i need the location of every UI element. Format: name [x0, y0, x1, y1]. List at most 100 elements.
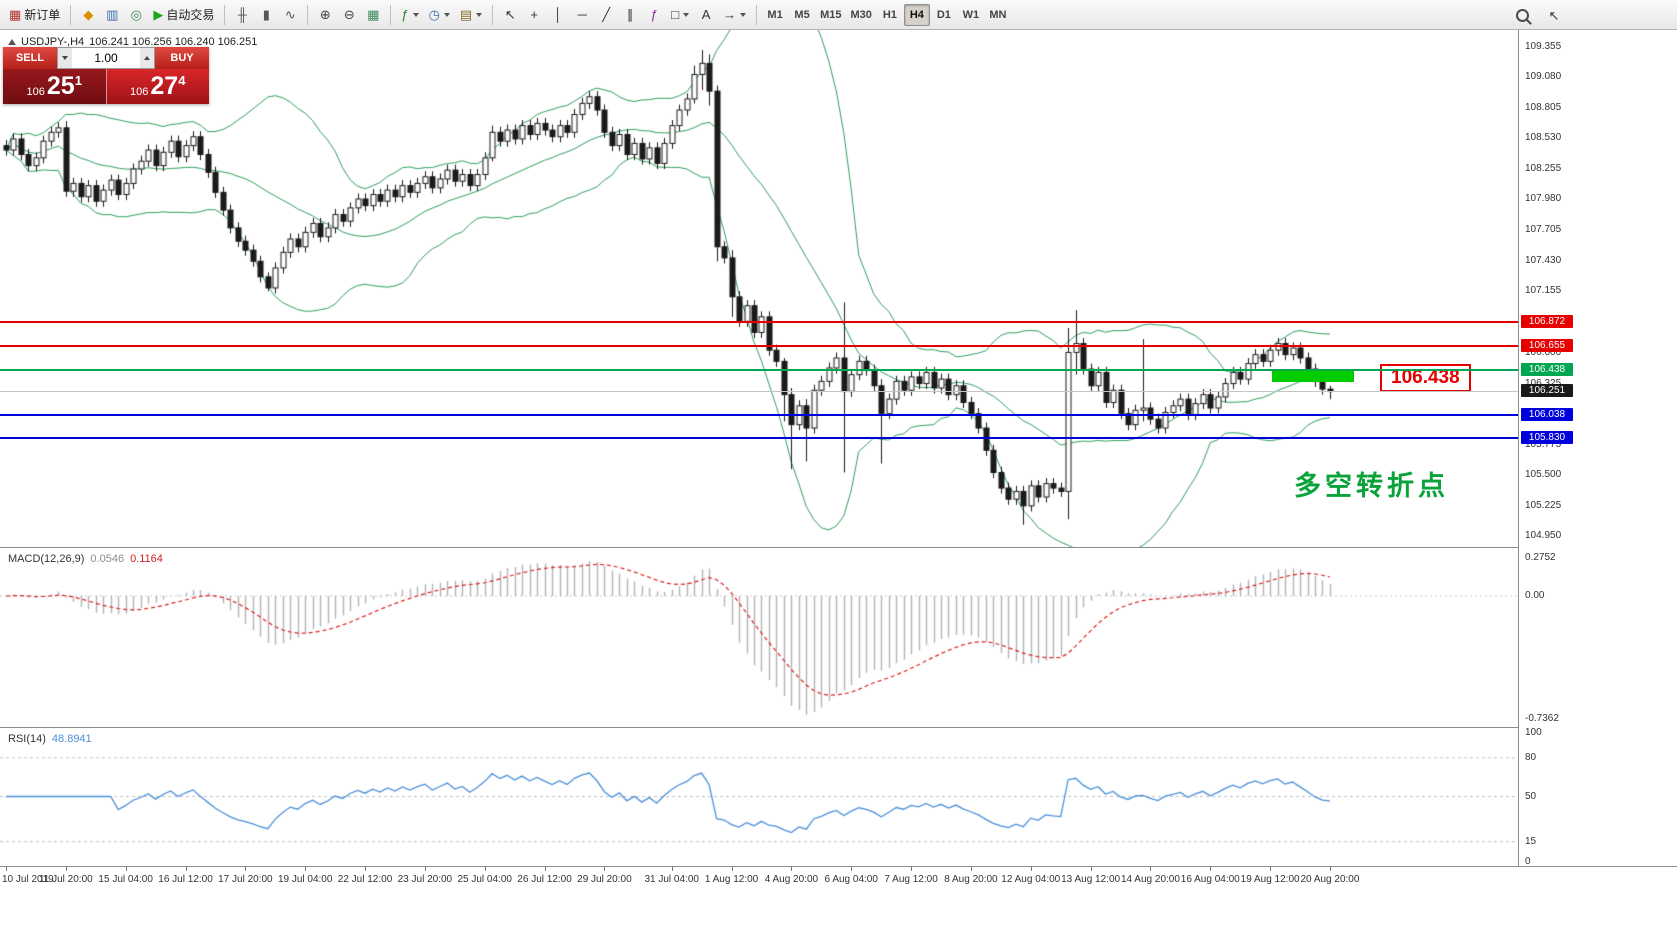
- volume-decrease-button[interactable]: [58, 48, 72, 68]
- timeframe-m5-button[interactable]: M5: [789, 4, 815, 26]
- strategy-tester-button[interactable]: ◎: [124, 3, 148, 27]
- timeframe-h1-button[interactable]: H1: [877, 4, 903, 26]
- price-callout-106438[interactable]: 106.438: [1380, 364, 1471, 392]
- pointer-button[interactable]: ↖: [1542, 3, 1566, 27]
- vertical-line-button[interactable]: │: [546, 3, 570, 27]
- time-label: 19 Aug 12:00: [1240, 874, 1300, 885]
- zoom-in-button[interactable]: ⊕: [313, 3, 337, 27]
- panel-separator[interactable]: [0, 547, 1677, 548]
- search-button[interactable]: [1510, 3, 1534, 27]
- macd-panel-canvas[interactable]: [0, 549, 1518, 727]
- time-tick: [672, 867, 673, 871]
- price-tag-106.251: 106.251: [1521, 384, 1573, 398]
- time-label: 17 Jul 20:00: [218, 874, 273, 885]
- green-highlight-rectangle[interactable]: [1272, 369, 1354, 382]
- buy-price-big: 27: [150, 72, 179, 100]
- level-line-106.438[interactable]: [0, 369, 1518, 372]
- price-tick-105.500: 105.500: [1525, 469, 1562, 481]
- time-label: 29 Jul 20:00: [577, 874, 632, 885]
- market-watch-button[interactable]: ▥: [100, 3, 124, 27]
- line-chart-button[interactable]: ∿: [278, 3, 302, 27]
- timeframe-d1-button[interactable]: D1: [931, 4, 957, 26]
- trade-panel-prices: 106 25 1 106 27 4: [3, 69, 209, 104]
- level-line-106.872[interactable]: [0, 321, 1518, 324]
- timeframe-mn-button[interactable]: MN: [985, 4, 1011, 26]
- new-order-icon: ▦: [9, 7, 22, 22]
- rsi-panel-canvas[interactable]: [0, 729, 1518, 866]
- templates-button[interactable]: ▤: [455, 3, 487, 27]
- macd-main-value: 0.0546: [90, 553, 125, 565]
- time-tick: [66, 867, 67, 871]
- timeframe-w1-button[interactable]: W1: [958, 4, 984, 26]
- text-tool-button[interactable]: A: [694, 3, 718, 27]
- volume-increase-button[interactable]: [140, 48, 154, 68]
- templates-dropdown-icon: [476, 12, 483, 17]
- pointer-icon: ↖: [1548, 7, 1560, 23]
- arrows-tool-button[interactable]: →: [718, 3, 751, 27]
- zoom-out-button[interactable]: ⊖: [337, 3, 361, 27]
- shapes-icon: □: [671, 7, 680, 22]
- level-line-106.655[interactable]: [0, 345, 1518, 348]
- metaeditor-button[interactable]: ◆: [76, 3, 100, 27]
- channel-button[interactable]: ∥: [618, 3, 642, 27]
- level-line-105.830[interactable]: [0, 437, 1518, 440]
- timeframe-m1-button[interactable]: M1: [762, 4, 788, 26]
- time-label: 8 Aug 20:00: [944, 874, 998, 885]
- bar-chart-button[interactable]: ╫: [230, 3, 254, 27]
- turning-point-annotation[interactable]: 多空转折点: [1294, 471, 1449, 501]
- rsi-value: 48.8941: [51, 733, 92, 745]
- price-tick-108.255: 108.255: [1525, 162, 1562, 174]
- cursor-button[interactable]: ↖: [498, 3, 522, 27]
- time-tick: [1330, 867, 1331, 871]
- periods-button[interactable]: ◷: [424, 3, 455, 27]
- time-label: 19 Jul 04:00: [277, 874, 333, 885]
- search-icon: [1515, 8, 1529, 22]
- toolbar-separator: [492, 4, 494, 25]
- price-axis[interactable]: 109.355 109.080 108.805 108.530 108.255 107.9…: [1518, 30, 1677, 890]
- new-order-button[interactable]: ▦ 新订单: [4, 3, 65, 27]
- macd-header: MACD(12,26,9) 0.0546 0.1164: [8, 553, 163, 565]
- time-tick: [6, 867, 7, 871]
- one-click-panel-toggle[interactable]: [8, 39, 16, 45]
- time-tick: [1150, 867, 1151, 871]
- level-line-106.038[interactable]: [0, 413, 1518, 416]
- timeframe-h4-button[interactable]: H4: [903, 3, 930, 26]
- time-tick: [126, 867, 127, 871]
- decrease-icon: [62, 56, 68, 60]
- shapes-button[interactable]: □: [666, 3, 694, 27]
- main-chart-canvas[interactable]: [0, 30, 1518, 547]
- horizontal-line-button[interactable]: ─: [570, 3, 594, 27]
- buy-button[interactable]: BUY: [155, 47, 209, 69]
- price-tick-107.155: 107.155: [1525, 285, 1562, 297]
- time-label: 16 Aug 04:00: [1180, 874, 1240, 885]
- candlestick-chart-button[interactable]: ▮: [254, 3, 278, 27]
- time-axis[interactable]: 10 Jul 2019 11 Jul 20:00 15 Jul 04:00 16 Ju…: [0, 866, 1677, 901]
- toolbar-separator: [307, 4, 309, 25]
- autotrading-button[interactable]: ▶ 自动交易: [148, 3, 219, 27]
- sell-button[interactable]: SELL: [3, 47, 57, 69]
- timeframe-m15-button[interactable]: M15: [816, 4, 845, 26]
- trendline-button[interactable]: ╱: [594, 3, 618, 27]
- toolbar-separator: [70, 4, 72, 25]
- vertical-line-icon: │: [554, 7, 563, 22]
- time-label: 16 Jul 12:00: [158, 874, 213, 885]
- crosshair-button[interactable]: +: [522, 3, 546, 27]
- tile-windows-button[interactable]: ▦: [361, 3, 385, 27]
- fibonacci-button[interactable]: ƒ: [642, 3, 666, 27]
- panel-separator[interactable]: [0, 727, 1677, 728]
- zoom-in-icon: ⊕: [319, 7, 331, 22]
- buy-price-button[interactable]: 106 27 4: [106, 69, 209, 104]
- price-tick-106.600: 106.600: [1525, 346, 1562, 358]
- bar-chart-icon: ╫: [237, 7, 247, 22]
- timeframe-m30-button[interactable]: M30: [846, 4, 875, 26]
- time-label: 20 Aug 20:00: [1300, 874, 1360, 885]
- sell-price-sup: 1: [74, 73, 82, 88]
- indicators-button[interactable]: ƒ: [396, 3, 423, 27]
- macd-scale-label: 0.2752: [1525, 552, 1556, 563]
- price-tick-106.325: 106.325: [1525, 377, 1562, 389]
- time-tick: [305, 867, 306, 871]
- sell-price-button[interactable]: 106 25 1: [3, 69, 107, 104]
- volume-input[interactable]: [72, 51, 140, 65]
- time-tick: [245, 867, 246, 871]
